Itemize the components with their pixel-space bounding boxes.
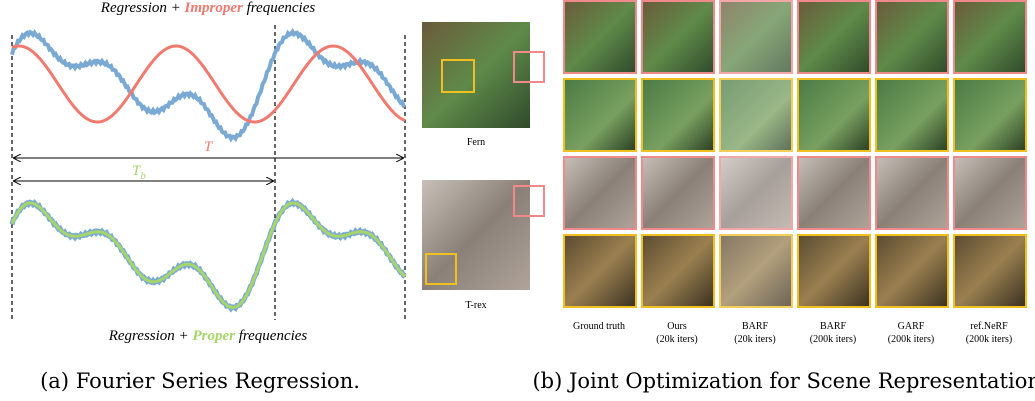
crop-image: [954, 1, 1026, 73]
column-label: Ours: [667, 321, 687, 332]
crop-image: [954, 235, 1026, 307]
column-detail: (20k iters): [734, 334, 775, 345]
crop-image: [798, 79, 870, 151]
image-grid: Ground truth Ours (20k iters) BARF (20k iter…: [564, 1, 1026, 345]
crop-image: [642, 79, 714, 151]
crop-image: [798, 235, 870, 307]
crop-image: [720, 235, 792, 307]
panel-caption: (a) Fourier Series Regression.: [40, 369, 360, 393]
crop-image: [720, 1, 792, 73]
crop-image: [954, 157, 1026, 229]
target-curve: [12, 202, 405, 309]
crop-image: [876, 1, 948, 73]
caption-highlight: Improper: [184, 0, 244, 16]
column-label: GARF: [898, 321, 925, 332]
top-caption: Regression + Improper frequencies: [100, 0, 316, 16]
crop-image: [564, 79, 636, 151]
column-label: BARF: [820, 321, 847, 332]
caption-prefix: Regression +: [108, 328, 189, 344]
column-label: BARF: [742, 321, 769, 332]
column-detail: (20k iters): [656, 334, 697, 345]
caption-prefix: Regression +: [100, 0, 181, 16]
crop-image: [642, 235, 714, 307]
crop-image: [876, 157, 948, 229]
panel-a: Regression + Improper frequencies T Tb R…: [12, 0, 405, 393]
column-detail: (200k iters): [888, 334, 934, 345]
scene-label: T-rex: [465, 300, 486, 311]
panel-caption: (b) Joint Optimization for Scene Represe…: [532, 369, 1035, 393]
crop-image: [798, 157, 870, 229]
crop-image: [642, 1, 714, 73]
crop-image: [564, 235, 636, 307]
panel-b: Fern T-rex Ground truth Ours (20k iters) BA…: [422, 1, 1035, 393]
figure: Regression + Improper frequencies T Tb R…: [0, 0, 1035, 401]
column-detail: (200k iters): [966, 334, 1012, 345]
column-label: ref.NeRF: [970, 321, 1008, 332]
crop-image: [720, 79, 792, 151]
base-period-sub: b: [140, 170, 146, 182]
column-detail: (200k iters): [810, 334, 856, 345]
regression-curve: [12, 32, 405, 139]
period-label: T: [204, 139, 214, 155]
scene-label: Fern: [467, 137, 485, 148]
crop-image: [876, 79, 948, 151]
crop-image: [876, 235, 948, 307]
crop-image: [720, 157, 792, 229]
proper-curve: [12, 203, 405, 308]
crop-image: [564, 157, 636, 229]
bottom-caption: Regression + Proper frequencies: [108, 328, 308, 344]
caption-highlight: Proper: [192, 328, 235, 344]
crop-image: [564, 1, 636, 73]
base-period-label: Tb: [132, 163, 146, 182]
crop-image: [954, 79, 1026, 151]
caption-suffix: frequencies: [247, 0, 316, 16]
crop-image: [798, 1, 870, 73]
column-label: Ground truth: [573, 321, 625, 332]
crop-image: [642, 157, 714, 229]
caption-suffix: frequencies: [239, 328, 308, 344]
